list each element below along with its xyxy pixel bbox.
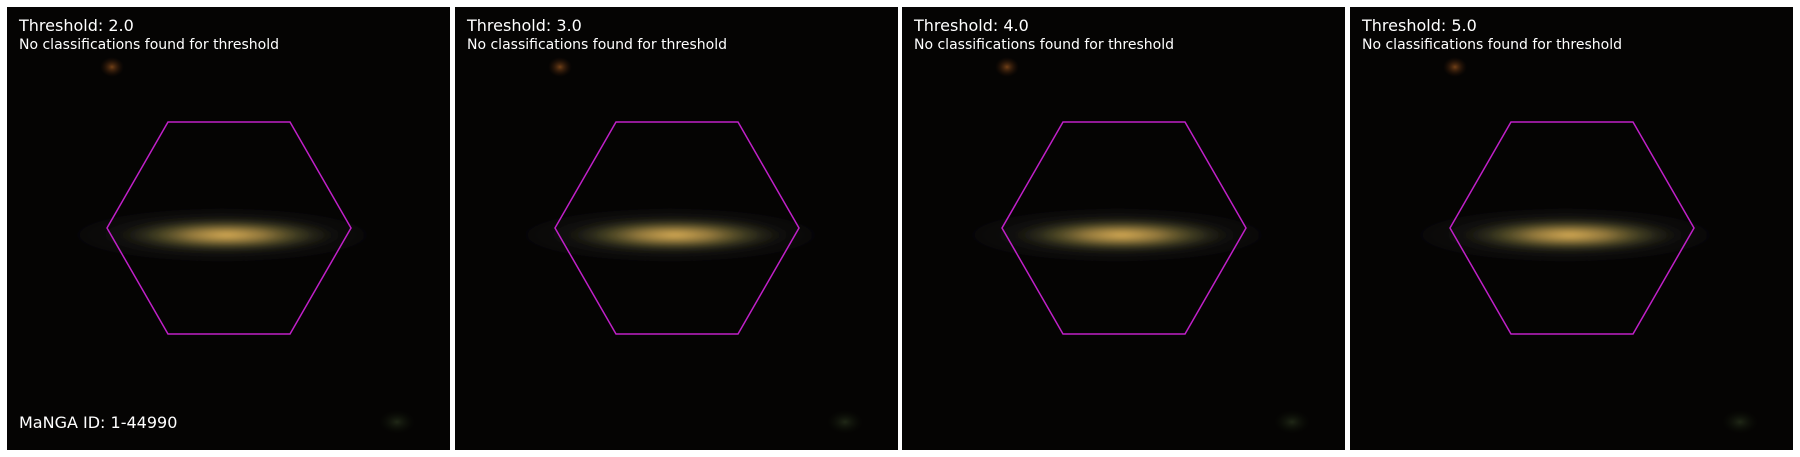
panel-message: No classifications found for threshold [914, 37, 1174, 53]
galaxy-core [1460, 218, 1680, 252]
galaxy-image [902, 7, 1345, 450]
background-star [100, 57, 124, 77]
panel-title: Threshold: 3.0 [467, 16, 582, 35]
ifu-hexagon [106, 121, 352, 335]
galaxy-image [7, 7, 450, 450]
background-star [827, 410, 863, 434]
background-star [1722, 410, 1758, 434]
ifu-hexagon [1449, 121, 1695, 335]
threshold-panel-2: Threshold: 3.0 No classifications found … [455, 7, 898, 450]
background-star [379, 410, 415, 434]
galaxy-core [117, 218, 337, 252]
panel-title: Threshold: 4.0 [914, 16, 1029, 35]
background-star [1443, 57, 1467, 77]
background-star [548, 57, 572, 77]
threshold-panel-1: Threshold: 2.0 No classifications found … [7, 7, 450, 450]
panel-message: No classifications found for threshold [1362, 37, 1622, 53]
panel-message: No classifications found for threshold [19, 37, 279, 53]
ifu-hexagon [1001, 121, 1247, 335]
ifu-hexagon [554, 121, 800, 335]
panel-message: No classifications found for threshold [467, 37, 727, 53]
galaxy-image [1350, 7, 1793, 450]
background-star [995, 57, 1019, 77]
panel-title: Threshold: 5.0 [1362, 16, 1477, 35]
background-star [1274, 410, 1310, 434]
galaxy-core [565, 218, 785, 252]
threshold-panel-3: Threshold: 4.0 No classifications found … [902, 7, 1345, 450]
threshold-panel-4: Threshold: 5.0 No classifications found … [1350, 7, 1793, 450]
galaxy-image [455, 7, 898, 450]
galaxy-core [1012, 218, 1232, 252]
manga-id-label: MaNGA ID: 1-44990 [19, 413, 178, 432]
panel-title: Threshold: 2.0 [19, 16, 134, 35]
